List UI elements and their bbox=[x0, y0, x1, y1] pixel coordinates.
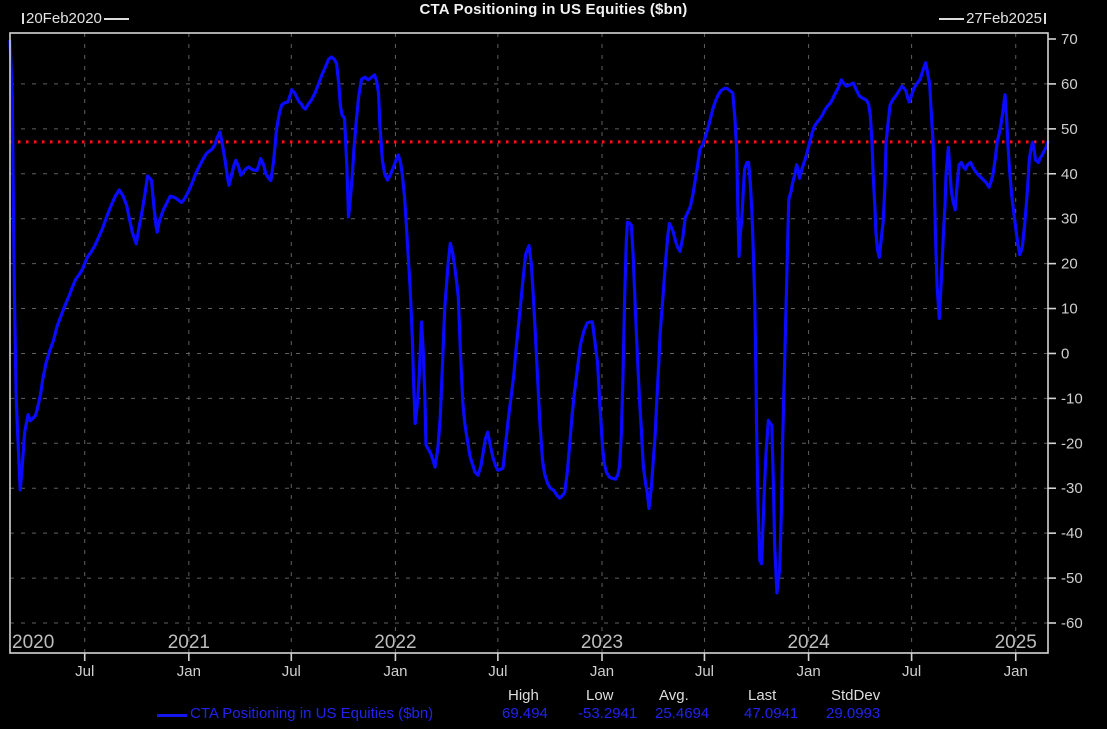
date-range-start: 20Feb2020 bbox=[22, 10, 129, 27]
x-axis-year-label: 2023 bbox=[581, 632, 623, 653]
y-axis-tick-label: 70 bbox=[1061, 31, 1078, 48]
x-axis-year-label: 2025 bbox=[995, 632, 1037, 653]
x-axis-month-label: Jul bbox=[695, 663, 714, 680]
y-axis-tick-label: 10 bbox=[1061, 301, 1078, 318]
range-start-dash-icon bbox=[103, 17, 129, 20]
x-axis-month-label: Jan bbox=[177, 663, 201, 680]
y-axis-tick-label: 20 bbox=[1061, 256, 1078, 273]
y-axis-tick-label: 40 bbox=[1061, 166, 1078, 183]
x-axis-month-label: Jan bbox=[796, 663, 820, 680]
series-line bbox=[8, 39, 1050, 595]
x-axis-year-label: 2024 bbox=[787, 632, 830, 653]
x-axis-month-label: Jul bbox=[902, 663, 921, 680]
range-end-tick-icon bbox=[1044, 13, 1046, 24]
range-end-dash-icon bbox=[939, 17, 965, 20]
date-range-end-label: 27Feb2025 bbox=[966, 10, 1042, 27]
range-start-tick-icon bbox=[22, 13, 24, 24]
y-axis-tick-label: -10 bbox=[1061, 390, 1083, 407]
y-axis-tick-label: 0 bbox=[1061, 345, 1069, 362]
x-axis-year-label: 2020 bbox=[12, 632, 54, 653]
y-axis-tick-label: 60 bbox=[1061, 76, 1078, 93]
chart-title: CTA Positioning in US Equities ($bn) bbox=[419, 1, 688, 18]
date-range-end: 27Feb2025 bbox=[939, 10, 1046, 27]
x-axis-month-label: Jul bbox=[488, 663, 507, 680]
x-axis-month-label: Jul bbox=[282, 663, 301, 680]
y-axis-tick-label: 50 bbox=[1061, 121, 1078, 138]
plot-frame bbox=[9, 32, 1049, 654]
x-axis-month-label: Jan bbox=[383, 663, 407, 680]
x-axis-year-label: 2021 bbox=[168, 632, 210, 653]
x-axis-month-label: Jan bbox=[590, 663, 614, 680]
x-axis-month-label: Jan bbox=[1004, 663, 1028, 680]
date-range-start-label: 20Feb2020 bbox=[26, 10, 102, 27]
y-axis-tick-label: 30 bbox=[1061, 211, 1078, 228]
y-axis-tick-label: -20 bbox=[1061, 435, 1083, 452]
y-axis-tick-label: -30 bbox=[1061, 480, 1083, 497]
y-axis-tick-label: -60 bbox=[1061, 615, 1083, 632]
x-axis-month-label: Jul bbox=[75, 663, 94, 680]
y-axis-tick-label: -50 bbox=[1061, 570, 1083, 587]
y-axis-tick-label: -40 bbox=[1061, 525, 1083, 542]
x-axis-year-label: 2022 bbox=[374, 632, 416, 653]
